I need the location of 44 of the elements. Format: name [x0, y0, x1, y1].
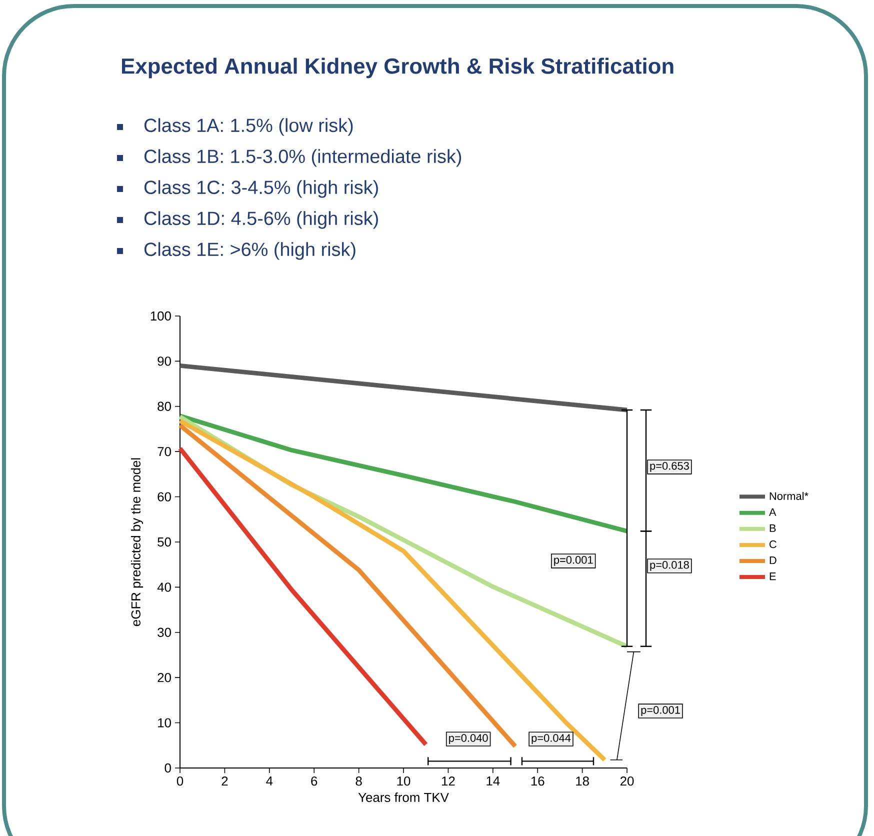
line-series	[178, 414, 630, 534]
text: Class 1D: 4.5-6% (high risk)	[144, 211, 378, 229]
legend-label: B	[770, 524, 776, 532]
y-tick-label: 40	[157, 582, 171, 592]
x-tick-label: 16	[531, 776, 544, 786]
x-tick-label: 6	[311, 776, 318, 786]
text: Class 1E: >6% (high risk)	[144, 242, 356, 260]
y-tick-label: 70	[158, 446, 171, 456]
annotation: p=0.040	[449, 734, 488, 744]
text: Class 1C: 3-4.5% (high risk)	[144, 180, 378, 198]
x-tick-label: 18	[576, 776, 589, 786]
annotation: p=0.001	[554, 556, 593, 566]
x-tick-label: 14	[486, 776, 500, 786]
x-tick-label: 8	[356, 776, 362, 786]
legend-label: C	[770, 540, 776, 548]
y-tick-label: 80	[158, 402, 171, 411]
x-tick-label: 0	[176, 776, 184, 786]
legend-label: Normal*	[770, 492, 808, 500]
line-series	[178, 418, 607, 762]
legend-label: A	[768, 508, 776, 516]
text: Class 1A: 1.5% (low risk)	[144, 118, 353, 136]
legend-label: D	[770, 556, 776, 564]
y-tick-label: 10	[158, 718, 171, 728]
y-axis-title: eGFR predicted by the model	[130, 458, 144, 626]
y-tick-label: 0	[164, 763, 171, 773]
x-tick-label: 12	[442, 776, 455, 786]
y-tick-label: 30	[158, 628, 171, 637]
chart-title: Expected Annual Kidney Growth & Risk Stratification	[122, 58, 674, 78]
annotation: p=0.044	[532, 734, 571, 744]
y-tick-label: 50	[158, 537, 171, 547]
x-axis-title: Years from TKV	[358, 792, 449, 802]
text: p=0.018	[650, 560, 689, 571]
text: p=0.653	[650, 462, 689, 472]
legend-label: E	[770, 572, 776, 580]
y-tick-label: 90	[158, 356, 171, 366]
x-tick-label: 10	[397, 776, 410, 786]
y-tick-label: 100	[150, 311, 171, 321]
y-tick-label: 60	[158, 492, 171, 502]
x-tick-label: 20	[620, 776, 634, 786]
text: p=0.001	[641, 706, 680, 716]
x-tick-label: 2	[222, 776, 228, 786]
text: Class 1B: 1.5-3.0% (intermediate risk)	[144, 149, 462, 167]
x-tick-label: 4	[266, 776, 273, 786]
y-tick-label: 20	[158, 672, 171, 682]
